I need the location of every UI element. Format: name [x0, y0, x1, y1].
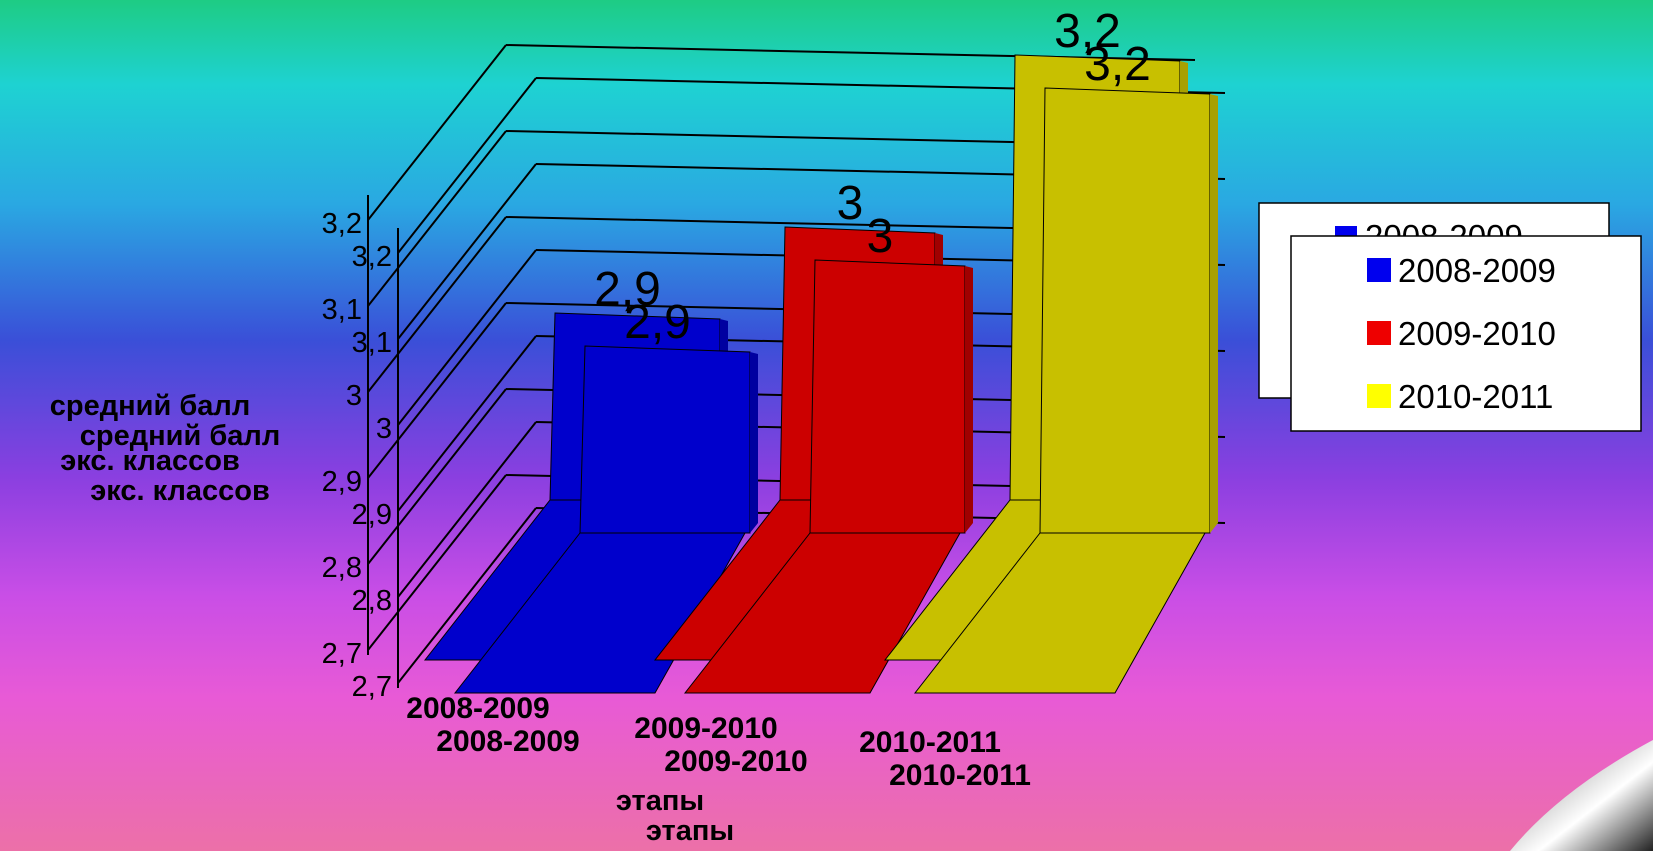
- bar-side: [750, 352, 758, 533]
- data-label: 3,2: [1054, 5, 1121, 58]
- legend-swatch: [1367, 258, 1391, 282]
- y-axis-title-line1: средний балл: [50, 390, 251, 422]
- y-tick-label-shadow: 3,1: [352, 327, 392, 359]
- bar-side: [1210, 94, 1218, 533]
- x-tick-label: 2010-2011: [859, 726, 1001, 759]
- y-tick-label-shadow: 2,8: [352, 585, 392, 617]
- y-tick-label-shadow: 3,2: [352, 241, 392, 273]
- y-tick-label: 2,7: [322, 638, 362, 670]
- bar-side: [965, 266, 973, 533]
- gridline-depth: [397, 507, 537, 684]
- gridline-depth: [367, 474, 507, 651]
- x-axis-title-shadow: этапы: [646, 815, 734, 847]
- gridline-depth: [397, 335, 537, 512]
- gridline-depth: [397, 249, 537, 426]
- x-tick-label-shadow: 2010-2011: [889, 759, 1031, 792]
- gridline-depth: [397, 421, 537, 598]
- y-axis-title-line2-shadow: экс. классов: [90, 475, 270, 507]
- bar-wall-shadow: [809, 259, 966, 534]
- gridline-depth: [397, 77, 537, 254]
- y-axis-title-line1-shadow: средний балл: [80, 420, 281, 452]
- page-curl-decoration: [1510, 740, 1653, 851]
- legend-entry: 2008-2009: [1398, 252, 1556, 289]
- bar-wall-shadow: [1039, 87, 1211, 534]
- data-label: 2,9: [594, 263, 661, 316]
- gridline-depth: [397, 163, 537, 340]
- gridline-depth: [367, 44, 507, 221]
- x-axis-title: этапы: [616, 785, 704, 817]
- x-tick-label-shadow: 2008-2009: [436, 725, 579, 758]
- y-tick-label-shadow: 3: [376, 413, 392, 445]
- legend: 2008-2009 2009-2010 2010-2011: [1290, 235, 1642, 432]
- text-layer: 2,72,82,933,13,22,72,82,933,13,22,92,933…: [322, 5, 1151, 792]
- gridline-depth: [367, 388, 507, 565]
- y-axis-title-line2: экс. классов: [60, 445, 240, 477]
- legend-entry: 2010-2011: [1398, 378, 1553, 415]
- y-tick-label: 3,1: [322, 294, 362, 326]
- legend-swatch: [1367, 321, 1391, 345]
- data-label: 3: [837, 177, 864, 230]
- y-tick-label: 3,2: [322, 208, 362, 240]
- y-tick-label-shadow: 2,9: [352, 499, 392, 531]
- y-tick-label: 3: [346, 380, 362, 412]
- x-tick-label: 2008-2009: [406, 692, 549, 725]
- y-axis-title: средний балл экс. классов средний балл э…: [50, 390, 281, 507]
- x-tick-label: 2009-2010: [634, 712, 777, 745]
- legend-entry: 2009-2010: [1398, 315, 1556, 352]
- data-label-shadow: 3,2: [1084, 38, 1151, 91]
- bar-wall-shadow: [579, 345, 751, 534]
- data-label-shadow: 3: [867, 210, 894, 263]
- gridline-depth: [367, 216, 507, 393]
- bars-layer: [423, 54, 1218, 694]
- y-tick-label: 2,8: [322, 552, 362, 584]
- y-tick-label-shadow: 2,7: [352, 671, 392, 703]
- x-tick-label-shadow: 2009-2010: [664, 745, 807, 778]
- gridline-depth: [367, 130, 507, 307]
- y-tick-label: 2,9: [322, 466, 362, 498]
- legend-swatch: [1367, 384, 1391, 408]
- data-label-shadow: 2,9: [624, 296, 691, 349]
- gridline-depth: [367, 302, 507, 479]
